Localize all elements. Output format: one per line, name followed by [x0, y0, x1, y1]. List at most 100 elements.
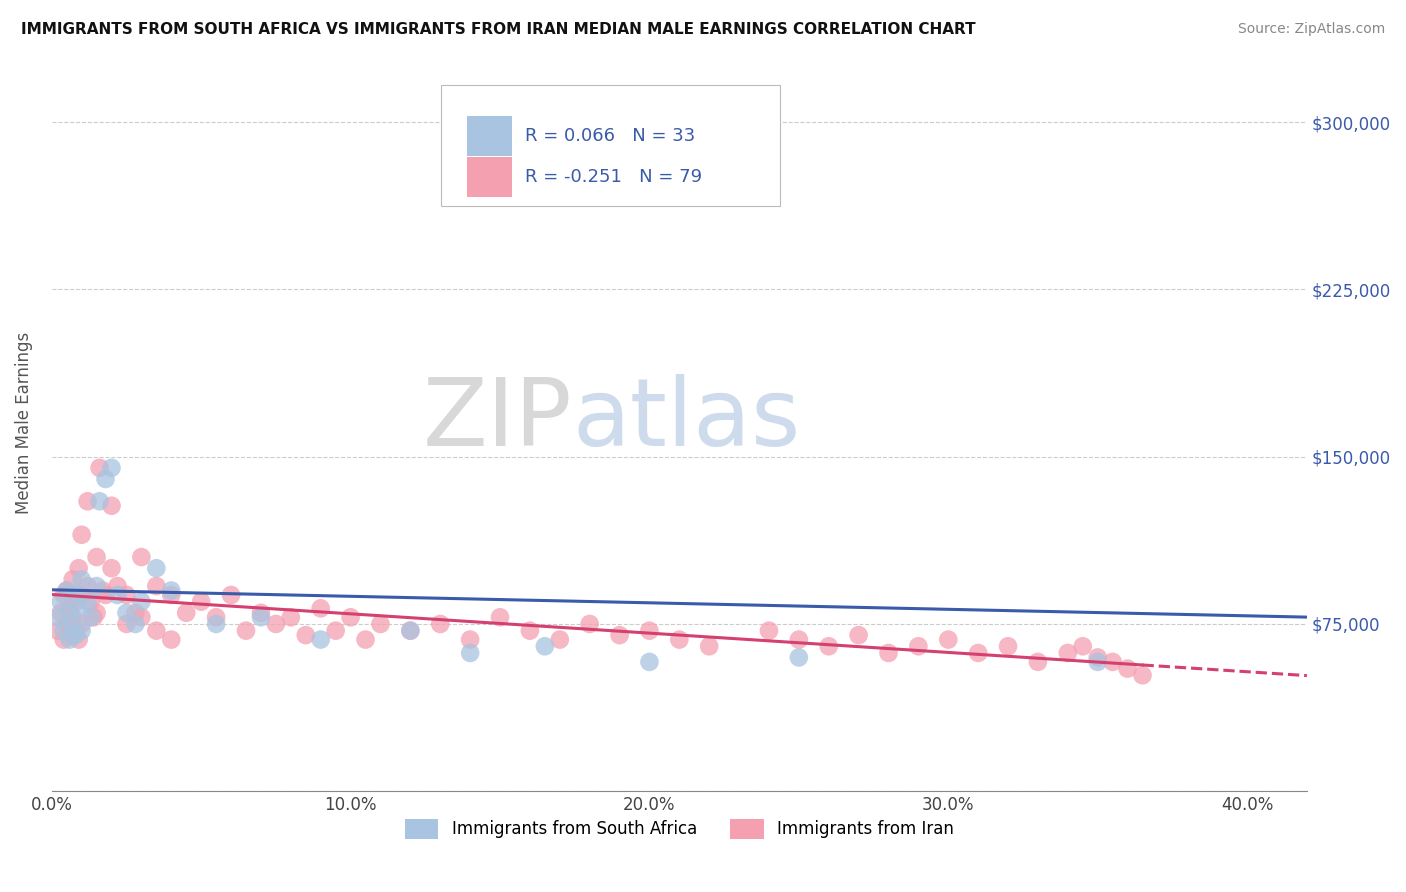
Point — [399, 624, 422, 638]
Point — [1026, 655, 1049, 669]
Point — [124, 617, 146, 632]
Point — [160, 632, 183, 647]
Point — [52, 632, 75, 647]
Point — [76, 595, 98, 609]
FancyBboxPatch shape — [441, 85, 780, 206]
Point — [55, 583, 77, 598]
Point — [76, 579, 98, 593]
Point — [758, 624, 780, 638]
Point — [429, 617, 451, 632]
Point — [145, 624, 167, 638]
Point — [160, 583, 183, 598]
Point — [86, 606, 108, 620]
Point — [59, 601, 82, 615]
Point — [89, 460, 111, 475]
Point — [309, 601, 332, 615]
Point — [79, 610, 101, 624]
Point — [1132, 668, 1154, 682]
Point — [848, 628, 870, 642]
Point — [205, 610, 228, 624]
Point — [115, 588, 138, 602]
Point — [124, 606, 146, 620]
Point — [325, 624, 347, 638]
FancyBboxPatch shape — [467, 116, 512, 156]
Point — [70, 624, 93, 638]
Point — [1056, 646, 1078, 660]
Point — [1087, 650, 1109, 665]
Point — [638, 624, 661, 638]
Point — [62, 617, 84, 632]
Point — [100, 499, 122, 513]
Point — [1101, 655, 1123, 669]
Point — [668, 632, 690, 647]
Point — [70, 573, 93, 587]
Point — [89, 494, 111, 508]
Point — [49, 606, 72, 620]
Point — [52, 624, 75, 638]
Point — [1087, 655, 1109, 669]
Point — [70, 617, 93, 632]
Point — [70, 527, 93, 541]
Text: Source: ZipAtlas.com: Source: ZipAtlas.com — [1237, 22, 1385, 37]
Point — [100, 460, 122, 475]
Point — [62, 610, 84, 624]
Point — [309, 632, 332, 647]
Point — [83, 610, 105, 624]
Point — [354, 632, 377, 647]
Point — [86, 579, 108, 593]
Point — [67, 561, 90, 575]
Point — [55, 617, 77, 632]
Legend: Immigrants from South Africa, Immigrants from Iran: Immigrants from South Africa, Immigrants… — [398, 812, 960, 846]
Point — [49, 595, 72, 609]
Point — [160, 588, 183, 602]
Point — [91, 583, 114, 598]
Point — [339, 610, 361, 624]
Point — [55, 583, 77, 598]
Point — [250, 610, 273, 624]
FancyBboxPatch shape — [467, 157, 512, 197]
Point — [115, 606, 138, 620]
Point — [877, 646, 900, 660]
Text: atlas: atlas — [572, 374, 801, 466]
Text: R = -0.251   N = 79: R = -0.251 N = 79 — [524, 169, 702, 186]
Point — [79, 595, 101, 609]
Point — [76, 494, 98, 508]
Point — [190, 595, 212, 609]
Point — [46, 610, 69, 624]
Point — [264, 617, 287, 632]
Point — [107, 579, 129, 593]
Point — [65, 595, 87, 609]
Point — [174, 606, 197, 620]
Point — [250, 606, 273, 620]
Point — [787, 632, 810, 647]
Y-axis label: Median Male Earnings: Median Male Earnings — [15, 332, 32, 515]
Point — [370, 617, 392, 632]
Point — [59, 628, 82, 642]
Point — [67, 632, 90, 647]
Point — [280, 610, 302, 624]
Point — [578, 617, 600, 632]
Point — [519, 624, 541, 638]
Point — [235, 624, 257, 638]
Point — [86, 549, 108, 564]
Point — [67, 601, 90, 615]
Point — [997, 640, 1019, 654]
Point — [65, 624, 87, 638]
Point — [489, 610, 512, 624]
Point — [458, 646, 481, 660]
Point — [145, 579, 167, 593]
Point — [115, 617, 138, 632]
Point — [219, 588, 242, 602]
Point — [131, 610, 153, 624]
Point — [131, 595, 153, 609]
Point — [399, 624, 422, 638]
Point — [62, 573, 84, 587]
Point — [787, 650, 810, 665]
Text: R = 0.066   N = 33: R = 0.066 N = 33 — [524, 128, 695, 145]
Point — [503, 170, 526, 185]
Point — [94, 472, 117, 486]
Point — [548, 632, 571, 647]
Point — [697, 640, 720, 654]
Point — [458, 632, 481, 647]
Point — [107, 588, 129, 602]
